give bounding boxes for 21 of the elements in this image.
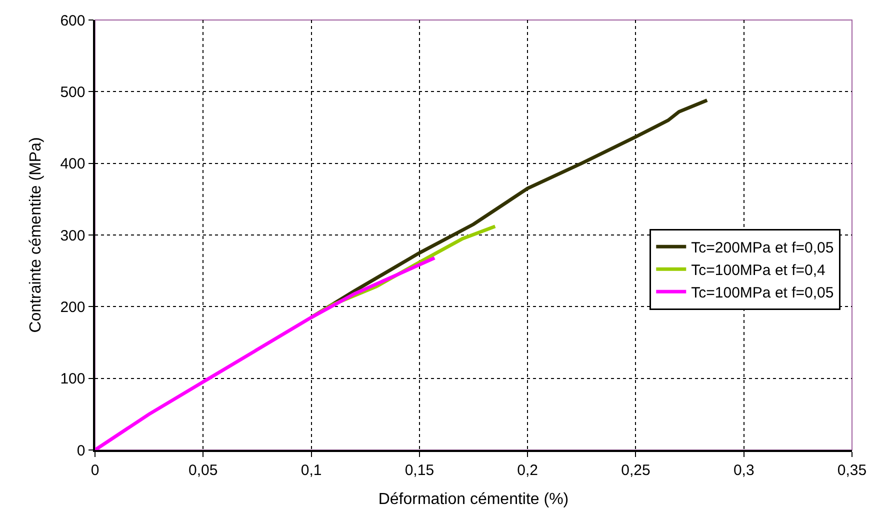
x-tick-label: 0,1 [300,462,322,479]
y-tick-label: 100 [60,370,86,388]
x-tick-label: 0,15 [404,462,434,479]
y-tick-label: 200 [60,298,86,316]
y-tick-label: 400 [60,156,86,173]
x-tick-label: 0,35 [837,462,867,479]
x-tick-label: 0,05 [188,462,218,479]
y-tick-label: 500 [60,84,86,101]
y-tick-label: 300 [60,227,86,244]
legend-label: Tc=100MPa et f=0,05 [691,284,834,302]
y-axis-title: Contrainte cémentite (MPa) [28,137,45,333]
y-tick-label: 600 [60,12,86,30]
x-tick-label: 0 [90,462,100,479]
x-tick-label: 0,25 [621,462,650,479]
legend-label: Tc=200MPa et f=0,05 [691,240,834,256]
x-tick-label: 0,3 [733,462,754,479]
legend-label: Tc=100MPa et f=0,4 [691,262,826,279]
y-tick-label: 0 [76,442,86,460]
x-tick-label: 0,2 [517,462,538,479]
x-axis-title: Déformation cémentite (%) [378,490,569,508]
line-series [95,256,436,450]
